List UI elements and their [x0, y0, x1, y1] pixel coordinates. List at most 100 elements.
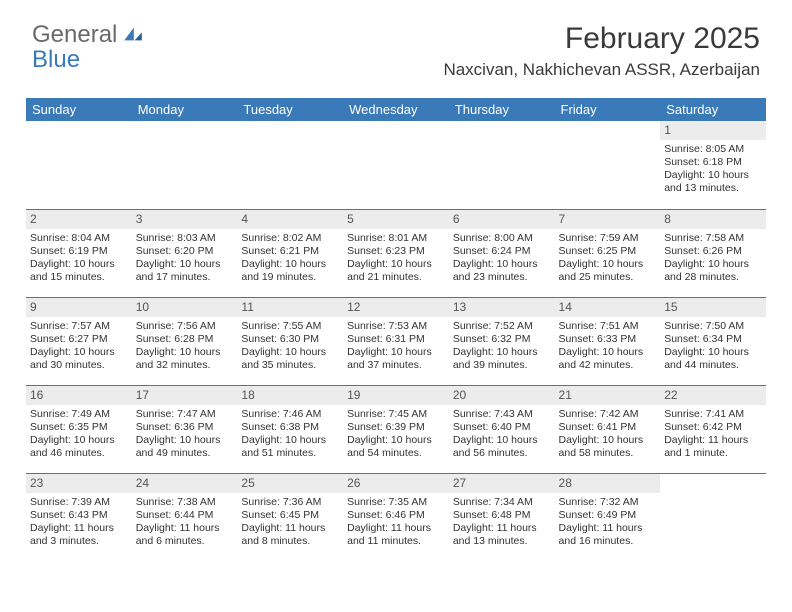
sunset-text: Sunset: 6:20 PM — [136, 245, 234, 258]
location-subtitle: Naxcivan, Nakhichevan ASSR, Azerbaijan — [443, 60, 760, 80]
sunrise-text: Sunrise: 7:59 AM — [559, 232, 657, 245]
weekday-header: Friday — [555, 98, 661, 121]
month-title: February 2025 — [443, 22, 760, 56]
sunset-text: Sunset: 6:46 PM — [347, 509, 445, 522]
sunset-text: Sunset: 6:45 PM — [241, 509, 339, 522]
daylight-text: Daylight: 10 hours and 58 minutes. — [559, 434, 657, 460]
title-block: February 2025 Naxcivan, Nakhichevan ASSR… — [443, 22, 760, 80]
sunset-text: Sunset: 6:36 PM — [136, 421, 234, 434]
daylight-text: Daylight: 11 hours and 8 minutes. — [241, 522, 339, 548]
day-cell: 4Sunrise: 8:02 AMSunset: 6:21 PMDaylight… — [237, 209, 343, 297]
day-number: 19 — [343, 386, 449, 405]
sunset-text: Sunset: 6:18 PM — [664, 156, 762, 169]
day-body: Sunrise: 7:51 AMSunset: 6:33 PMDaylight:… — [555, 317, 661, 375]
week-row: 16 Sunrise: 7:49 AMSunset: 6:35 PM Dayligh… — [26, 385, 766, 473]
day-number: 6 — [449, 210, 555, 229]
day-body: Sunrise: 7:46 AMSunset: 6:38 PMDaylight:… — [237, 405, 343, 463]
day-body: Sunrise: 7:35 AMSunset: 6:46 PMDaylight:… — [343, 493, 449, 551]
day-number: 26 — [343, 474, 449, 493]
day-cell: 2Sunrise: 8:04 AMSunset: 6:19 PMDaylight… — [26, 209, 132, 297]
day-number: 23 — [26, 474, 132, 493]
day-body: Sunrise: 7:42 AMSunset: 6:41 PMDaylight:… — [555, 405, 661, 463]
sunset-text: Sunset: 6:31 PM — [347, 333, 445, 346]
sunset-text: Sunset: 6:21 PM — [241, 245, 339, 258]
sunrise-text: Sunrise: 7:56 AM — [136, 320, 234, 333]
sunrise-text: Sunrise: 7:55 AM — [241, 320, 339, 333]
day-body: Sunrise: 8:05 AMSunset: 6:18 PMDaylight:… — [660, 140, 766, 198]
day-cell — [132, 121, 238, 209]
day-cell: 20Sunrise: 7:43 AMSunset: 6:40 PMDayligh… — [449, 385, 555, 473]
day-number: 3 — [132, 210, 238, 229]
day-cell: 27Sunrise: 7:34 AMSunset: 6:48 PMDayligh… — [449, 473, 555, 561]
sunset-text: Sunset: 6:33 PM — [559, 333, 657, 346]
day-number: 8 — [660, 210, 766, 229]
sunrise-text: Sunrise: 7:46 AM — [241, 408, 339, 421]
daylight-text: Daylight: 10 hours and 49 minutes. — [136, 434, 234, 460]
daylight-text: Daylight: 10 hours and 25 minutes. — [559, 258, 657, 284]
sunset-text: Sunset: 6:39 PM — [347, 421, 445, 434]
daylight-text: Daylight: 10 hours and 21 minutes. — [347, 258, 445, 284]
day-number: 17 — [132, 386, 238, 405]
sunset-text: Sunset: 6:41 PM — [559, 421, 657, 434]
day-number: 16 — [26, 386, 132, 405]
day-cell: 21Sunrise: 7:42 AMSunset: 6:41 PMDayligh… — [555, 385, 661, 473]
sunrise-text: Sunrise: 7:52 AM — [453, 320, 551, 333]
day-body: Sunrise: 7:53 AMSunset: 6:31 PMDaylight:… — [343, 317, 449, 375]
daylight-text: Daylight: 10 hours and 51 minutes. — [241, 434, 339, 460]
daylight-text: Daylight: 11 hours and 13 minutes. — [453, 522, 551, 548]
day-cell: 6Sunrise: 8:00 AMSunset: 6:24 PMDaylight… — [449, 209, 555, 297]
day-cell — [449, 121, 555, 209]
daylight-text: Daylight: 10 hours and 37 minutes. — [347, 346, 445, 372]
day-cell: 15Sunrise: 7:50 AMSunset: 6:34 PMDayligh… — [660, 297, 766, 385]
day-body: Sunrise: 7:47 AMSunset: 6:36 PMDaylight:… — [132, 405, 238, 463]
daylight-text: Daylight: 10 hours and 15 minutes. — [30, 258, 128, 284]
day-number: 15 — [660, 298, 766, 317]
day-cell: 8Sunrise: 7:58 AMSunset: 6:26 PMDaylight… — [660, 209, 766, 297]
daylight-text: Daylight: 11 hours and 3 minutes. — [30, 522, 128, 548]
day-cell: 18Sunrise: 7:46 AMSunset: 6:38 PMDayligh… — [237, 385, 343, 473]
sunrise-text: Sunrise: 8:04 AM — [30, 232, 128, 245]
sunset-text: Sunset: 6:27 PM — [30, 333, 128, 346]
day-body: Sunrise: 7:55 AMSunset: 6:30 PMDaylight:… — [237, 317, 343, 375]
day-number: 14 — [555, 298, 661, 317]
day-number: 10 — [132, 298, 238, 317]
sunrise-text: Sunrise: 7:32 AM — [559, 496, 657, 509]
day-body: Sunrise: 8:00 AMSunset: 6:24 PMDaylight:… — [449, 229, 555, 287]
day-number: 20 — [449, 386, 555, 405]
sunrise-text: Sunrise: 7:49 AM — [30, 408, 128, 421]
day-cell: 13Sunrise: 7:52 AMSunset: 6:32 PMDayligh… — [449, 297, 555, 385]
day-number: 21 — [555, 386, 661, 405]
daylight-text: Daylight: 10 hours and 17 minutes. — [136, 258, 234, 284]
daylight-text: Daylight: 10 hours and 13 minutes. — [664, 169, 762, 195]
sunset-text: Sunset: 6:30 PM — [241, 333, 339, 346]
weekday-header: Sunday — [26, 98, 132, 121]
weekday-header: Monday — [132, 98, 238, 121]
week-row: 9 Sunrise: 7:57 AMSunset: 6:27 PM Daylight… — [26, 297, 766, 385]
day-number: 27 — [449, 474, 555, 493]
sunset-text: Sunset: 6:40 PM — [453, 421, 551, 434]
day-number: 9 — [26, 298, 132, 317]
sunrise-text: Sunrise: 7:42 AM — [559, 408, 657, 421]
day-body: Sunrise: 8:02 AMSunset: 6:21 PMDaylight:… — [237, 229, 343, 287]
day-number: 2 — [26, 210, 132, 229]
daylight-text: Daylight: 10 hours and 23 minutes. — [453, 258, 551, 284]
sunrise-text: Sunrise: 7:51 AM — [559, 320, 657, 333]
day-cell: 16Sunrise: 7:49 AMSunset: 6:35 PMDayligh… — [26, 385, 132, 473]
day-cell — [555, 121, 661, 209]
sunrise-text: Sunrise: 7:41 AM — [664, 408, 762, 421]
daylight-text: Daylight: 10 hours and 42 minutes. — [559, 346, 657, 372]
sunset-text: Sunset: 6:34 PM — [664, 333, 762, 346]
sunset-text: Sunset: 6:32 PM — [453, 333, 551, 346]
day-number: 22 — [660, 386, 766, 405]
sunset-text: Sunset: 6:35 PM — [30, 421, 128, 434]
day-cell: 10Sunrise: 7:56 AMSunset: 6:28 PMDayligh… — [132, 297, 238, 385]
sunrise-text: Sunrise: 7:47 AM — [136, 408, 234, 421]
sunrise-text: Sunrise: 7:43 AM — [453, 408, 551, 421]
day-body: Sunrise: 7:58 AMSunset: 6:26 PMDaylight:… — [660, 229, 766, 287]
sunrise-text: Sunrise: 7:57 AM — [30, 320, 128, 333]
day-number: 11 — [237, 298, 343, 317]
day-body: Sunrise: 8:03 AMSunset: 6:20 PMDaylight:… — [132, 229, 238, 287]
sunrise-text: Sunrise: 7:36 AM — [241, 496, 339, 509]
day-body: Sunrise: 7:50 AMSunset: 6:34 PMDaylight:… — [660, 317, 766, 375]
day-cell: 1Sunrise: 8:05 AMSunset: 6:18 PMDaylight… — [660, 121, 766, 209]
